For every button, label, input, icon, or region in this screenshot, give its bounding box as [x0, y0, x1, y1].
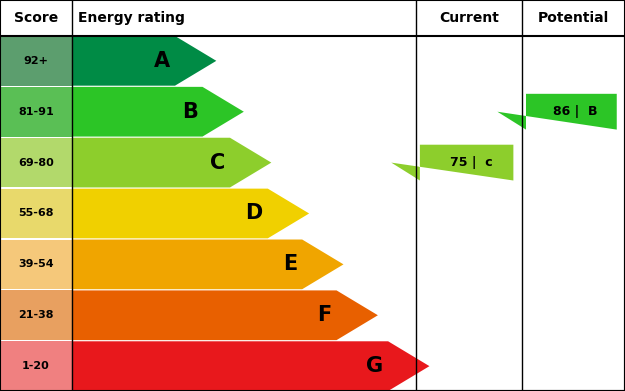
- Text: B: B: [182, 102, 198, 122]
- Bar: [0, 87, 72, 136]
- Text: Potential: Potential: [538, 11, 609, 25]
- Text: 69-80: 69-80: [18, 158, 54, 168]
- Text: 39-54: 39-54: [18, 259, 54, 269]
- Text: Score: Score: [14, 11, 58, 25]
- Text: D: D: [246, 203, 263, 224]
- Text: 21-38: 21-38: [18, 310, 54, 320]
- Text: Current: Current: [439, 11, 499, 25]
- Text: Energy rating: Energy rating: [78, 11, 185, 25]
- Text: C: C: [210, 152, 225, 172]
- Bar: [0, 36, 72, 86]
- Polygon shape: [72, 87, 244, 136]
- Polygon shape: [72, 240, 344, 289]
- Polygon shape: [72, 138, 271, 187]
- Text: 86 |  B: 86 | B: [553, 105, 598, 118]
- Bar: [0, 0, 625, 36]
- Text: F: F: [318, 305, 332, 325]
- Bar: [0, 240, 72, 289]
- Polygon shape: [498, 94, 617, 129]
- Text: E: E: [283, 255, 298, 274]
- Text: 55-68: 55-68: [18, 208, 54, 219]
- Text: A: A: [154, 51, 170, 71]
- Polygon shape: [72, 291, 378, 340]
- Bar: [0, 138, 72, 187]
- Polygon shape: [72, 188, 309, 239]
- Text: G: G: [366, 356, 383, 376]
- Bar: [0, 188, 72, 239]
- Bar: [0, 341, 72, 391]
- Text: 75 |  c: 75 | c: [449, 156, 493, 169]
- Text: 1-20: 1-20: [22, 361, 50, 371]
- Text: 81-91: 81-91: [18, 107, 54, 117]
- Polygon shape: [72, 36, 216, 86]
- Polygon shape: [72, 341, 429, 391]
- Polygon shape: [391, 145, 513, 181]
- Bar: [0, 291, 72, 340]
- Text: 92+: 92+: [24, 56, 48, 66]
